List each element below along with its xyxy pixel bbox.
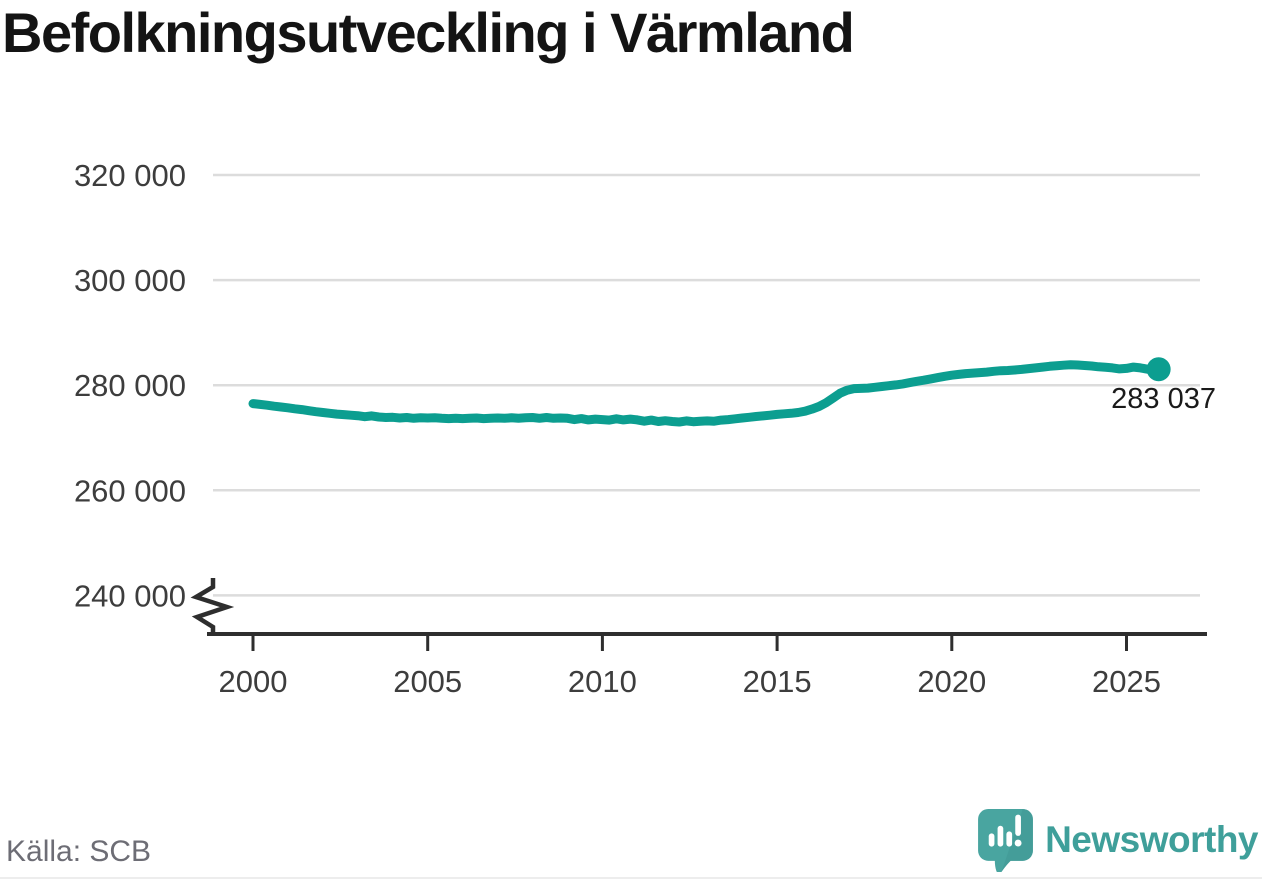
source-label: Källa: SCB: [6, 835, 152, 868]
y-axis-tick-label: 240 000: [74, 578, 186, 613]
x-axis-tick-label: 2000: [219, 664, 288, 699]
newsworthy-chart-bubble-icon: [978, 809, 1033, 872]
y-axis-break-icon: [190, 578, 235, 633]
x-axis-tick-label: 2025: [1092, 664, 1161, 699]
y-axis-tick-label: 300 000: [74, 263, 186, 298]
y-axis-tick-label: 280 000: [74, 368, 186, 403]
y-axis-tick-label: 260 000: [74, 473, 186, 508]
x-axis-tick-label: 2005: [393, 664, 462, 699]
newsworthy-brand: Newsworthy: [977, 808, 1258, 872]
end-value-label: 283 037: [1111, 383, 1216, 415]
population-line: [248, 360, 1164, 427]
x-axis-tick-label: 2015: [743, 664, 812, 699]
y-axis-tick-label: 320 000: [74, 158, 186, 193]
end-point-dot: [1146, 357, 1171, 382]
chart-title: Befolkningsutveckling i Värmland: [2, 1, 855, 64]
x-axis-tick-label: 2010: [568, 664, 637, 699]
newsworthy-wordmark: Newsworthy: [1045, 819, 1258, 860]
x-axis-tick-label: 2020: [917, 664, 986, 699]
